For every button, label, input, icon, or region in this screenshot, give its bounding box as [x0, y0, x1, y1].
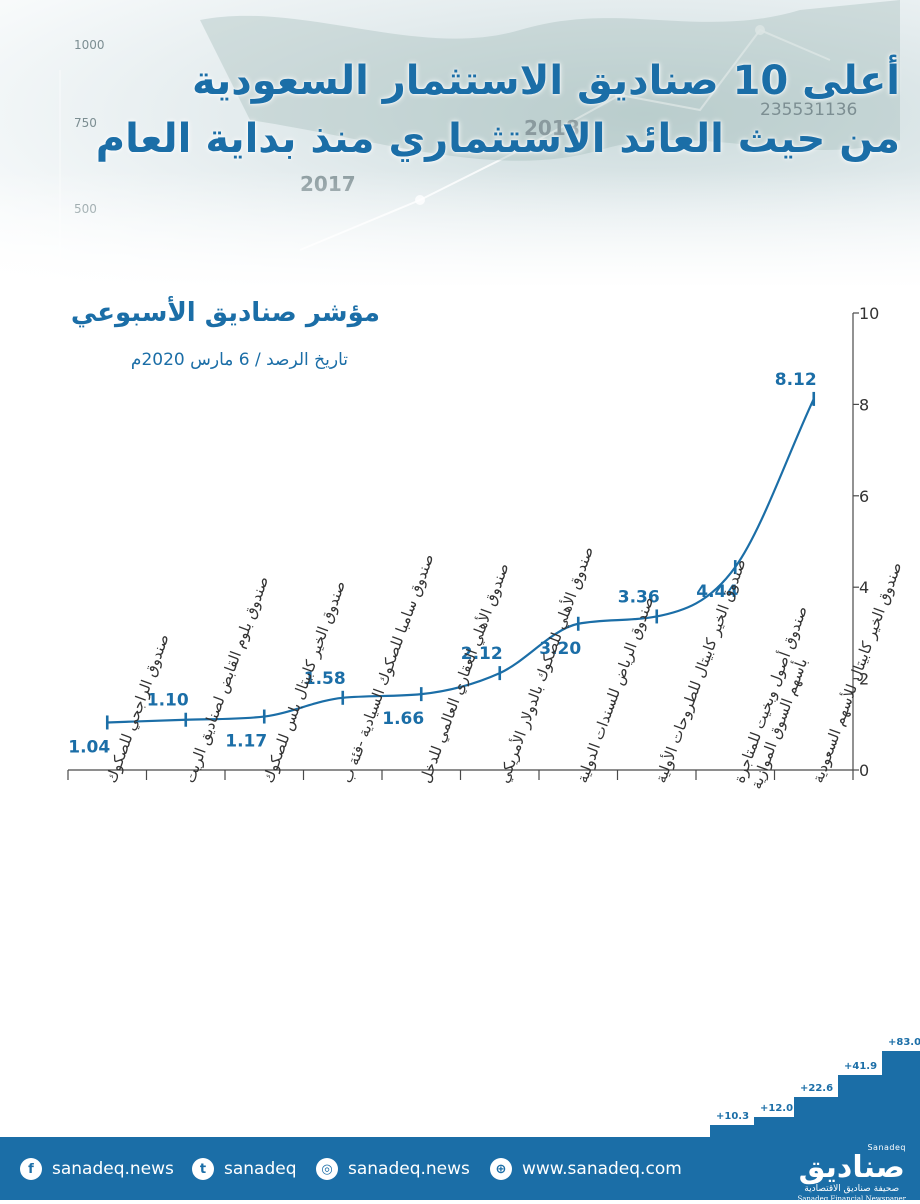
page-title: أعلى 10 صناديق الاستثمار السعودية من حيث…: [20, 52, 900, 168]
facebook-handle: sanadeq.news: [52, 1159, 174, 1179]
growth-step-block: [794, 1097, 838, 1137]
data-value-label: 3.36: [618, 587, 660, 607]
series-line: [107, 398, 815, 724]
y-tick-label: 8: [859, 395, 869, 414]
page-title-line-2: من حيث العائد الاستثماري منذ بداية العام: [95, 116, 900, 162]
x-category-label: صندوق الخير كابيتال للأسهم السعودية: [808, 559, 906, 785]
y-tick-label: 2: [859, 670, 869, 689]
data-value-label: 8.12: [775, 370, 817, 390]
growth-step-block: [838, 1075, 882, 1137]
growth-step-block: [882, 1051, 920, 1137]
website-link[interactable]: ⊕ www.sanadeq.com: [490, 1157, 682, 1181]
bg-year: 2018: [524, 116, 580, 140]
data-value-label: 4.44: [696, 582, 738, 602]
data-value-label: 3.20: [539, 639, 581, 659]
instagram-handle: sanadeq.news: [348, 1159, 470, 1179]
twitter-handle: sanadeq: [224, 1159, 297, 1179]
growth-step-block: [710, 1125, 754, 1137]
growth-step-label: +12.0: [760, 1103, 794, 1114]
growth-step-label: +10.3: [716, 1111, 750, 1122]
bg-number: 235531136: [760, 100, 858, 120]
growth-step-label: +83.0: [888, 1037, 920, 1048]
twitter-icon: t: [192, 1158, 214, 1180]
twitter-link[interactable]: t sanadeq: [192, 1157, 297, 1181]
brand-ar-name: صناديق: [798, 1150, 905, 1185]
facebook-link[interactable]: f sanadeq.news: [20, 1157, 174, 1181]
x-category-label-line: صندوق سامبا للصكوك السيادية -فئة ب: [338, 551, 438, 785]
brand-logo: Sanadeq صناديق صحيفة صناديق الاقتصادية S…: [797, 1143, 906, 1204]
y-tick-label: 10: [859, 304, 879, 323]
data-value-label: 1.58: [304, 669, 346, 689]
instagram-link[interactable]: ◎ sanadeq.news: [316, 1157, 470, 1181]
x-category-label-line: صندوق بلوم القابض لصناديق الريت: [181, 574, 273, 786]
data-value-label: 1.17: [225, 732, 267, 752]
data-value-label: 2.12: [461, 644, 503, 664]
growth-step-block: [754, 1117, 794, 1137]
header-banner: 1000 750 500 2018 2017 235531136: [0, 0, 920, 285]
chart-title: مؤشر صناديق الأسبوعي: [70, 298, 380, 328]
facebook-icon: f: [20, 1158, 42, 1180]
x-category-label: صندوق الأهلي للصكوك بالدولار الأمريكي: [494, 544, 598, 786]
data-value-label: 1.10: [147, 691, 189, 711]
brand-en-small: Sanadeq: [867, 1143, 906, 1152]
growth-step-label: +22.6: [800, 1083, 834, 1094]
growth-step-label: +41.9: [844, 1061, 878, 1072]
y-tick-label: 0: [859, 761, 869, 780]
x-category-label-line: صندوق الخير كابيتال للأسهم السعودية: [808, 559, 906, 785]
chart-subtitle: تاريخ الرصد / 6 مارس 2020م: [130, 350, 348, 370]
data-value-label: 1.04: [68, 737, 110, 757]
bg-number: 1000: [74, 38, 105, 52]
x-category-label-line: صندوق الأهلي للصكوك بالدولار الأمريكي: [494, 544, 598, 786]
x-category-label: صندوق سامبا للصكوك السيادية -فئة ب: [338, 551, 438, 785]
bg-number: 750: [74, 116, 97, 130]
line-chart: 0 2 4 6 8 10 1.04 1.10 1.17 1.58 1.66 2.12 3.20 3.36 4…: [67, 304, 906, 792]
y-tick-label: 4: [859, 578, 869, 597]
page-title-line-1: أعلى 10 صناديق الاستثمار السعودية: [191, 58, 900, 104]
data-value-label: 1.66: [382, 709, 424, 729]
x-category-label: صندوق بلوم القابض لصناديق الريت: [181, 574, 273, 786]
website-url: www.sanadeq.com: [522, 1159, 682, 1179]
brand-en-tagline: Sanadeq Financial Newspaper: [797, 1195, 906, 1203]
brand-ar-tagline: صحيفة صناديق الاقتصادية: [804, 1184, 900, 1194]
y-tick-label: 6: [859, 487, 869, 506]
instagram-icon: ◎: [316, 1158, 338, 1180]
footer-bar: f sanadeq.news t sanadeq ◎ sanadeq.news …: [0, 1137, 920, 1203]
globe-icon: ⊕: [490, 1158, 512, 1180]
